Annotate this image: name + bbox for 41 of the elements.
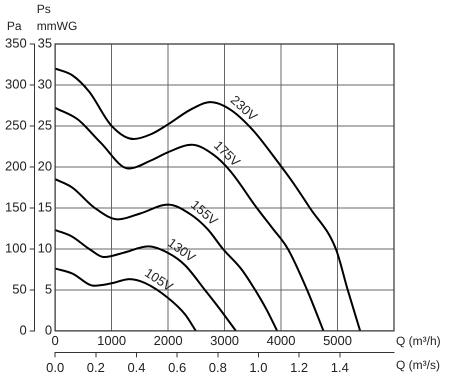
x-tick-label: 0 (52, 333, 59, 348)
x2-tick-label: 0.6 (168, 360, 186, 375)
y-tick-label: 50 (12, 281, 27, 296)
y-tick-label: 250 (4, 118, 27, 133)
y2-tick-label: 5 (44, 281, 52, 296)
text: 130V (164, 234, 199, 266)
line-series (55, 68, 362, 331)
y-tick-label: 100 (4, 240, 27, 256)
x2-tick-label: 1.0 (249, 360, 268, 375)
y-tick-label: 300 (4, 76, 27, 92)
line-series (55, 268, 197, 331)
x2-tick-label: 0.0 (46, 360, 64, 375)
line-series (55, 178, 278, 331)
x2-tick-label: 0.4 (127, 360, 146, 375)
x-tick-label: 2000 (154, 333, 183, 348)
y-tick-label: 150 (4, 199, 27, 214)
y-tick-label: 0 (19, 322, 27, 338)
line-series (55, 229, 237, 331)
x2-tick-label: 1.4 (330, 360, 349, 375)
y2-axis-title: mmWG (36, 19, 78, 33)
y2-tick-label: 30 (38, 76, 52, 92)
x2-tick-label: 0.2 (86, 360, 105, 375)
x-tick-label: 1000 (97, 333, 126, 348)
x-axis-title: Q (m³/h) (396, 334, 441, 348)
text: 105V (142, 264, 176, 294)
x2-tick-label: 0.8 (208, 360, 227, 375)
x2-tick-label: 1.2 (290, 360, 308, 375)
y-tick-label: 350 (4, 36, 27, 51)
x2-axis-title: Q (m³/s) (396, 358, 440, 372)
y2-tick-label: 25 (38, 118, 52, 133)
y2-tick-label: 10 (38, 240, 52, 256)
text: Ps (36, 2, 51, 16)
x-tick-label: 4000 (266, 333, 296, 348)
y-tick-label: 200 (4, 158, 27, 174)
y2-tick-label: 15 (38, 199, 52, 214)
y2-tick-label: 20 (38, 158, 52, 174)
y-axis-title: Pa (6, 19, 22, 33)
y2-tick-label: 35 (38, 36, 52, 51)
x-tick-label: 3000 (210, 333, 240, 348)
y2-tick-label: 0 (44, 322, 52, 338)
x-tick-label: 5000 (323, 333, 352, 348)
